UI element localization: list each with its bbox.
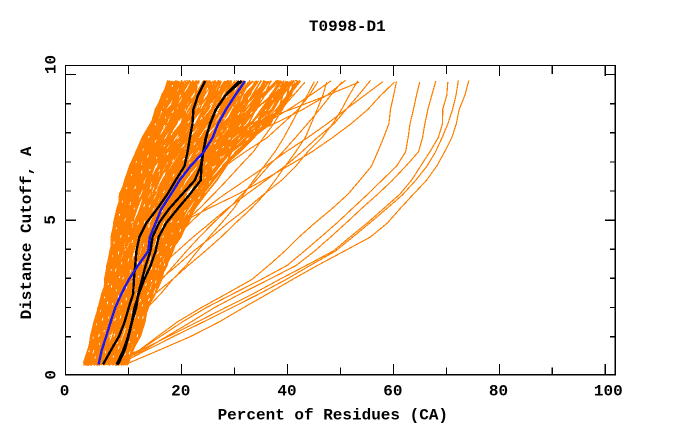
svg-text:100: 100 xyxy=(594,382,623,400)
svg-text:20: 20 xyxy=(171,382,190,400)
svg-text:Distance Cutoff, A: Distance Cutoff, A xyxy=(18,146,36,319)
svg-text:T0998-D1: T0998-D1 xyxy=(309,18,386,36)
svg-text:80: 80 xyxy=(489,382,508,400)
svg-text:10: 10 xyxy=(43,55,61,74)
svg-text:5: 5 xyxy=(42,215,60,225)
svg-text:0: 0 xyxy=(60,382,70,400)
svg-text:Percent of Residues (CA): Percent of Residues (CA) xyxy=(218,407,448,425)
svg-text:60: 60 xyxy=(383,382,402,400)
svg-text:0: 0 xyxy=(42,370,60,380)
svg-text:40: 40 xyxy=(277,382,296,400)
